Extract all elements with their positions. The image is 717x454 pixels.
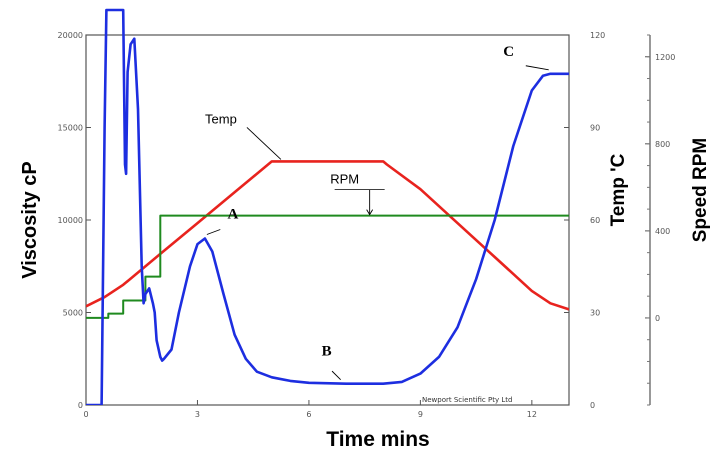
temp-tick-label: 30 — [590, 309, 600, 318]
viscosity-axis-title: Viscosity cP — [19, 161, 41, 278]
speed-tick-label: 800 — [655, 140, 670, 149]
speed-tick-label: 0 — [655, 314, 660, 323]
annotation-a: A — [227, 207, 238, 223]
credit-text: Newport Scientific Pty Ltd — [422, 396, 512, 404]
viscosity-tick-label: 5000 — [63, 309, 83, 318]
viscosity-tick-label: 20000 — [58, 31, 83, 40]
x-tick-label: 0 — [83, 410, 88, 419]
x-tick-label: 3 — [195, 410, 200, 419]
speed-tick-label: 1200 — [655, 53, 675, 62]
annotation-b: B — [322, 344, 332, 360]
temp-axis-title: Temp 'C — [608, 153, 629, 226]
viscosity-tick-label: 15000 — [58, 124, 83, 133]
x-axis-title: Time mins — [326, 428, 429, 451]
temp-label-leader — [246, 127, 282, 160]
viscosity-tick-label: 0 — [78, 401, 83, 410]
x-tick-label: 9 — [418, 410, 423, 419]
annotation-leader — [331, 370, 341, 381]
annotation-leader — [206, 229, 221, 235]
x-tick-label: 12 — [527, 410, 537, 419]
series-temp-line — [86, 160, 569, 311]
annotation-leader — [525, 65, 549, 71]
series-label-rpm: RPM — [330, 172, 359, 187]
series-viscosity-line — [86, 8, 569, 405]
x-tick-label: 6 — [306, 410, 311, 419]
series-rpm-line — [86, 214, 569, 319]
temp-tick-label: 0 — [590, 401, 595, 410]
annotation-c: C — [503, 44, 514, 60]
series-lines — [86, 8, 569, 405]
temp-tick-label: 120 — [590, 31, 605, 40]
axis-ticks: 0 3 6 9 120500010000150002000003060901200400… — [58, 31, 676, 419]
viscosity-tick-label: 10000 — [58, 216, 83, 225]
annotations: A B C Temp RPM — [205, 44, 549, 381]
speed-tick-label: 400 — [655, 227, 670, 236]
temp-tick-label: 90 — [590, 124, 600, 133]
temp-tick-label: 60 — [590, 216, 600, 225]
series-label-temp: Temp — [205, 111, 237, 126]
rpm-arrow-icon — [366, 209, 374, 216]
speed-axis-title: Speed RPM — [690, 138, 711, 243]
